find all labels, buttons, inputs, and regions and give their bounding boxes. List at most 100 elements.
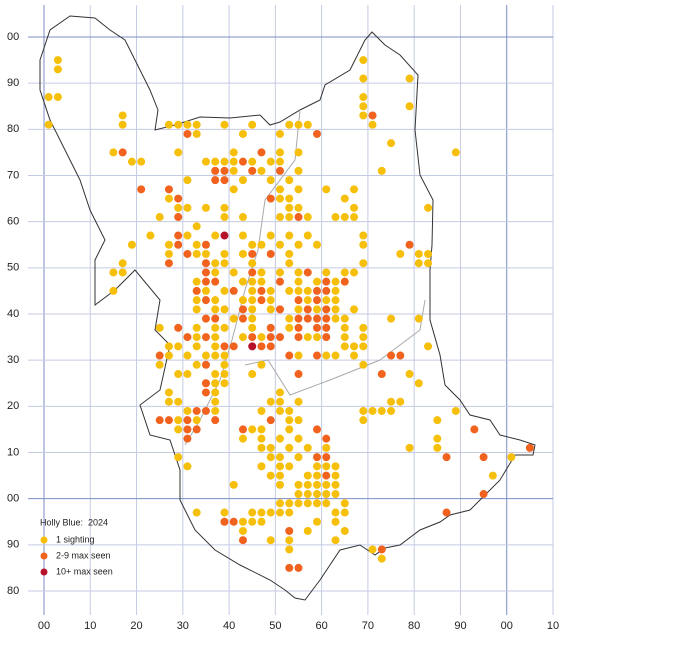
- sighting-dot: [220, 249, 229, 258]
- sighting-dot: [294, 453, 303, 462]
- sighting-dot: [229, 314, 238, 323]
- sighting-dot: [183, 203, 192, 212]
- sighting-dot: [257, 360, 266, 369]
- sighting-dot: [220, 166, 229, 175]
- sighting-dot: [303, 499, 312, 508]
- sighting-dot: [220, 203, 229, 212]
- sighting-dot: [285, 406, 294, 415]
- sighting-dot: [118, 111, 127, 120]
- sighting-dot: [137, 157, 146, 166]
- sighting-dot: [220, 351, 229, 360]
- sighting-dot: [331, 490, 340, 499]
- sighting-dot: [201, 277, 210, 286]
- sighting-dot: [164, 249, 173, 258]
- sighting-dot: [368, 120, 377, 129]
- sighting-dot: [220, 259, 229, 268]
- sighting-dot: [322, 296, 331, 305]
- sighting-dot: [155, 323, 164, 332]
- sighting-dot: [220, 370, 229, 379]
- sighting-dot: [303, 305, 312, 314]
- sighting-dot: [109, 286, 118, 295]
- y-tick-label: 00: [7, 31, 19, 43]
- sighting-dot: [303, 296, 312, 305]
- sighting-dot: [127, 157, 136, 166]
- y-tick-label: 60: [7, 216, 19, 228]
- sighting-dot: [183, 129, 192, 138]
- sighting-dot: [322, 434, 331, 443]
- sighting-dot: [220, 176, 229, 185]
- sighting-dot: [248, 157, 257, 166]
- sighting-dot: [183, 231, 192, 240]
- sighting-dot: [294, 434, 303, 443]
- sighting-dot: [294, 305, 303, 314]
- sighting-dot: [266, 342, 275, 351]
- sighting-dot: [266, 536, 275, 545]
- sighting-dot: [257, 508, 266, 517]
- sighting-dot: [275, 462, 284, 471]
- sighting-dot: [303, 120, 312, 129]
- sighting-dot: [479, 490, 488, 499]
- sighting-dot: [303, 314, 312, 323]
- sighting-dot: [118, 268, 127, 277]
- sighting-dot: [229, 166, 238, 175]
- sighting-dot: [359, 93, 368, 102]
- sighting-dot: [340, 508, 349, 517]
- sighting-dot: [294, 240, 303, 249]
- sighting-dot: [322, 351, 331, 360]
- sighting-dot: [331, 471, 340, 480]
- sighting-dot: [183, 462, 192, 471]
- sighting-dot: [238, 277, 247, 286]
- sighting-dot: [257, 434, 266, 443]
- sighting-dot: [229, 268, 238, 277]
- sighting-dot: [424, 249, 433, 258]
- sighting-dot: [266, 194, 275, 203]
- sighting-dot: [285, 231, 294, 240]
- sighting-dot: [238, 434, 247, 443]
- sighting-dot: [201, 268, 210, 277]
- sighting-dot: [331, 536, 340, 545]
- sighting-dot: [350, 213, 359, 222]
- sighting-dot: [248, 314, 257, 323]
- sighting-dot: [211, 296, 220, 305]
- sighting-dot: [294, 490, 303, 499]
- sighting-dot: [359, 102, 368, 111]
- x-tick-label: 00: [38, 620, 50, 632]
- sighting-dot: [229, 517, 238, 526]
- sighting-dot: [340, 268, 349, 277]
- sighting-dot: [303, 213, 312, 222]
- sighting-dot: [294, 148, 303, 157]
- sighting-dot: [350, 185, 359, 194]
- sighting-dot: [313, 323, 322, 332]
- sighting-dot: [183, 120, 192, 129]
- sighting-dot: [248, 277, 257, 286]
- sighting-dot: [53, 93, 62, 102]
- sighting-dot: [322, 305, 331, 314]
- sighting-dot: [201, 259, 210, 268]
- sighting-dot: [201, 379, 210, 388]
- sighting-dot: [211, 333, 220, 342]
- sighting-dot: [211, 406, 220, 415]
- sighting-dot: [257, 286, 266, 295]
- sighting-dot: [313, 462, 322, 471]
- sighting-dot: [405, 443, 414, 452]
- sighting-dot: [192, 323, 201, 332]
- sighting-dot: [294, 499, 303, 508]
- sighting-dot: [201, 351, 210, 360]
- sighting-dot: [266, 296, 275, 305]
- sighting-dot: [164, 416, 173, 425]
- sighting-dot: [192, 120, 201, 129]
- sighting-dot: [331, 508, 340, 517]
- sighting-dot: [118, 148, 127, 157]
- sighting-dot: [433, 434, 442, 443]
- sighting-dot: [377, 406, 386, 415]
- sighting-dot: [257, 443, 266, 452]
- sighting-dot: [238, 176, 247, 185]
- sighting-dot: [387, 351, 396, 360]
- dots: [44, 56, 534, 572]
- sighting-dot: [201, 203, 210, 212]
- sighting-dot: [405, 370, 414, 379]
- sighting-dot: [359, 231, 368, 240]
- sighting-dot: [285, 563, 294, 572]
- sighting-dot: [285, 526, 294, 535]
- sighting-dot: [313, 314, 322, 323]
